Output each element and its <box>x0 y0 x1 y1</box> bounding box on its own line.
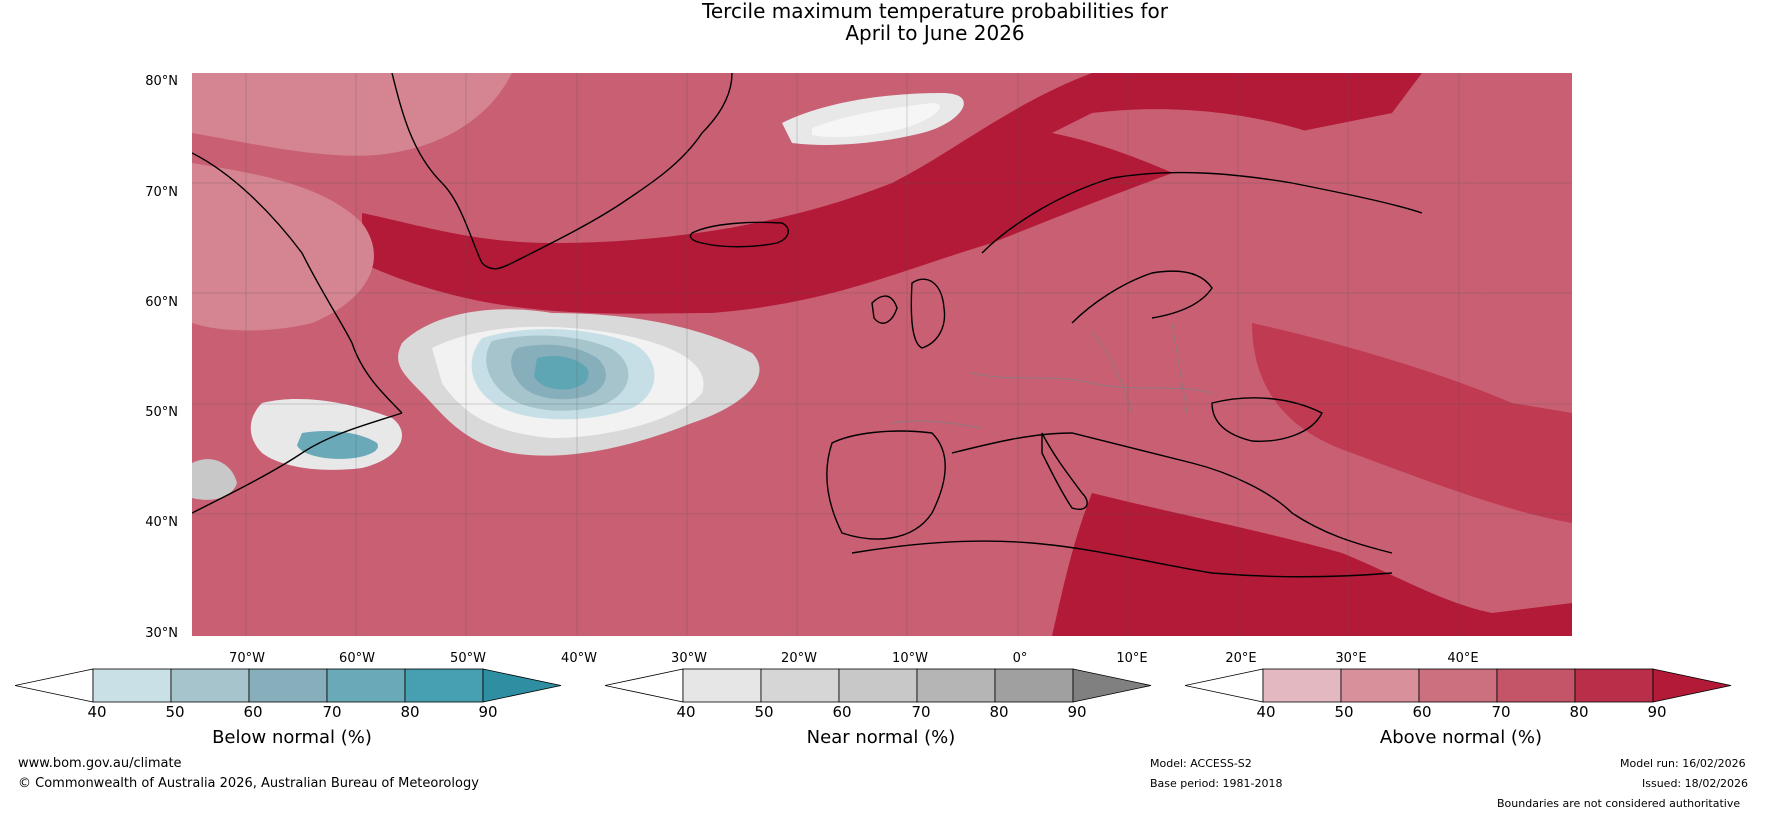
cbar-above-tick-70: 70 <box>1491 703 1511 721</box>
colorbar-segment <box>248 668 328 703</box>
cbar-above-tick-90: 90 <box>1647 703 1667 721</box>
cbar-near-tick-80: 80 <box>989 703 1009 721</box>
issued-date: Issued: 18/02/2026 <box>1642 777 1749 790</box>
near-normal-white-greenland-sea <box>812 103 940 138</box>
cbar-near-tick-90: 90 <box>1067 703 1087 721</box>
cbar-below-tick-80: 80 <box>400 703 420 721</box>
cbar-above-tick-40: 40 <box>1256 703 1276 721</box>
coastline-us <box>192 412 403 514</box>
model-name: Model: ACCESS-S2 <box>1150 757 1252 770</box>
coastline-baltic <box>1071 270 1213 324</box>
lon-label-10w: 10°W <box>892 651 928 666</box>
coastline-scandinavia <box>981 171 1423 254</box>
colorbar-segment <box>760 668 840 703</box>
colorbar-segment <box>682 668 762 703</box>
colorbar-low-extension <box>15 668 94 703</box>
colorbar-segment <box>1496 668 1576 703</box>
lon-label-70w: 70°W <box>229 651 265 666</box>
website-link[interactable]: www.bom.gov.au/climate <box>18 756 182 771</box>
cbar-near-tick-50: 50 <box>754 703 774 721</box>
colorbar-low-extension <box>605 668 684 703</box>
lat-label-40n: 40°N <box>145 515 178 530</box>
coastline-italy <box>1041 432 1088 510</box>
lon-label-40e: 40°E <box>1447 651 1479 666</box>
colorbar-segment <box>326 668 406 703</box>
west-atlantic-above-70 <box>192 73 512 156</box>
colorbar-near-normal <box>605 668 1152 703</box>
lon-label-50w: 50°W <box>450 651 486 666</box>
colorbar-segment <box>170 668 250 703</box>
cbar-above-tick-50: 50 <box>1334 703 1354 721</box>
lat-label-60n: 60°N <box>145 295 178 310</box>
cbar-near-tick-60: 60 <box>832 703 852 721</box>
colorbar-segment <box>404 668 484 703</box>
cbar-near-title: Near normal (%) <box>806 727 956 748</box>
cbar-near-tick-40: 40 <box>676 703 696 721</box>
below-normal-atlantic-80 <box>534 356 589 390</box>
lat-label-80n: 80°N <box>145 74 178 89</box>
map-title-line-2: April to June 2026 <box>845 21 1025 45</box>
cbar-above-title: Above normal (%) <box>1379 727 1543 748</box>
colorbar-low-extension <box>1185 668 1264 703</box>
cbar-above-tick-80: 80 <box>1569 703 1589 721</box>
colorbar-segment <box>916 668 996 703</box>
lon-label-0: 0° <box>1012 651 1028 666</box>
coastline-black-sea <box>1211 397 1323 442</box>
lon-label-20e: 20°E <box>1225 651 1257 666</box>
cbar-near-tick-70: 70 <box>911 703 931 721</box>
colorbar-high-extension <box>1652 668 1732 703</box>
near-normal-us-coast <box>192 459 237 500</box>
colorbar-segment <box>1418 668 1498 703</box>
lat-label-30n: 30°N <box>145 626 178 641</box>
below-normal-nova-scotia <box>297 431 378 459</box>
model-run-date: Model run: 16/02/2026 <box>1620 757 1746 770</box>
cbar-below-tick-70: 70 <box>322 703 342 721</box>
boundaries-disclaimer: Boundaries are not considered authoritat… <box>1497 797 1741 810</box>
mediterranean-above-90 <box>1052 493 1572 636</box>
cbar-below-tick-40: 40 <box>87 703 107 721</box>
base-period: Base period: 1981-2018 <box>1150 777 1283 790</box>
coastline-greenland <box>391 73 733 270</box>
colorbar-segment <box>1340 668 1420 703</box>
cbar-below-title: Below normal (%) <box>212 727 372 748</box>
border-france-spain <box>891 420 983 429</box>
lon-label-40w: 40°W <box>561 651 597 666</box>
cbar-below-tick-60: 60 <box>243 703 263 721</box>
colorbar-segment <box>994 668 1074 703</box>
coastline-iberia <box>826 430 946 540</box>
colorbar-high-extension <box>1072 668 1152 703</box>
coastline-uk-ireland <box>871 278 946 349</box>
lat-label-50n: 50°N <box>145 405 178 420</box>
map-title-line-1: Tercile maximum temperature probabilitie… <box>702 0 1168 23</box>
colorbar-segment <box>92 668 172 703</box>
colorbar-segment <box>1574 668 1654 703</box>
coastline-iceland <box>689 221 789 248</box>
coastlines <box>192 73 1423 578</box>
coastline-labrador <box>192 152 403 414</box>
colorbar-high-extension <box>482 668 562 703</box>
colorbar-above-normal <box>1185 668 1732 703</box>
lat-label-70n: 70°N <box>145 185 178 200</box>
border-central-europe <box>971 372 1213 394</box>
eastern-europe-above-70 <box>1252 323 1572 523</box>
colorbar-segment <box>838 668 918 703</box>
colorbar-below-normal <box>15 668 562 703</box>
copyright-text: © Commonwealth of Australia 2026, Austra… <box>18 776 479 791</box>
lon-label-30w: 30°W <box>671 651 707 666</box>
colorbar-segment <box>1262 668 1342 703</box>
lon-label-10e: 10°E <box>1116 651 1148 666</box>
cbar-above-tick-60: 60 <box>1412 703 1432 721</box>
lon-label-20w: 20°W <box>781 651 817 666</box>
coastline-mediterranean <box>951 432 1393 554</box>
scandinavia-above-70 <box>1052 109 1572 293</box>
north-america-above-50 <box>192 163 374 331</box>
coastline-north-africa <box>851 540 1393 578</box>
forecast-map <box>192 73 1572 636</box>
lon-label-30e: 30°E <box>1335 651 1367 666</box>
graticule <box>192 73 1572 636</box>
cbar-below-tick-90: 90 <box>478 703 498 721</box>
cbar-below-tick-50: 50 <box>165 703 185 721</box>
lon-label-60w: 60°W <box>339 651 375 666</box>
